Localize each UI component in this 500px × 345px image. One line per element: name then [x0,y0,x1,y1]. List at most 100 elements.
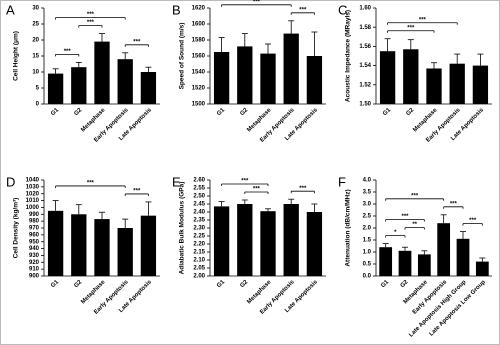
y-tick-label: 1030 [26,184,40,190]
y-tick-label: 1.58 [359,25,371,31]
y-tick-label: 0.5 [363,262,372,268]
y-tick-label: 1520 [192,86,206,92]
y-tick-label: 1000 [26,205,40,211]
bar [260,211,276,276]
bar [213,206,230,276]
y-tick-label: 1620 [192,6,206,12]
bar [472,65,489,104]
y-tick-label: 900 [29,274,40,280]
y-axis-label: Cell Density (kg/m³) [13,198,20,259]
bar [71,214,87,276]
panel-label: E [172,174,181,189]
y-tick-label: 2.25 [193,234,205,240]
y-tick-label: 2.0 [363,226,372,232]
y-tick-label: 30 [32,6,39,12]
y-tick-label: 2.45 [193,202,205,208]
significance-label: *** [450,201,458,207]
y-tick-label: 950 [29,239,40,245]
y-tick-label: 970 [29,226,40,232]
significance-label: ** [412,222,417,228]
bar [437,223,451,276]
y-axis-label: Cell Height (μm) [13,31,20,81]
y-tick-label: 2.60 [193,178,205,184]
y-axis-label: Adiabatic Bulk Modulus (GPa) [179,182,186,275]
significance-label: *** [469,218,477,224]
bar [283,33,299,104]
bar [140,215,157,276]
x-tick-label: G2 [73,107,83,117]
y-tick-label: 930 [29,253,40,259]
x-tick-label: G1 [382,107,392,117]
significance-label: *** [87,12,95,18]
bar [71,67,87,104]
x-tick-label: G1 [216,279,226,289]
y-tick-label: 2.35 [193,218,205,224]
y-tick-label: 2.00 [193,274,205,280]
bar [306,212,323,276]
y-tick-label: 920 [29,260,40,266]
panel-label: D [6,174,15,189]
bar [117,228,133,276]
x-tick-label: G2 [73,279,83,289]
bar [475,261,489,276]
y-tick-label: 1540 [192,70,206,76]
bar [379,51,396,104]
y-tick-label: 1600 [192,22,206,28]
panel-label: A [6,2,15,17]
significance-label: *** [87,20,95,26]
bar [117,59,133,104]
y-tick-label: 1.50 [359,102,371,108]
bar [379,247,393,276]
y-tick-label: 1.60 [359,6,371,12]
y-axis-label: Acoustic Impedance (MRayls) [345,10,352,102]
bar [260,53,276,104]
bar [403,49,419,104]
y-tick-label: 1580 [192,38,206,44]
bar [449,63,465,104]
significance-label: *** [401,214,409,220]
y-tick-label: 1010 [26,198,40,204]
y-tick-label: 2.50 [193,194,205,200]
bar [47,73,64,104]
y-tick-label: 1500 [192,102,206,108]
y-tick-label: 0 [36,102,40,108]
y-tick-label: 15 [32,54,39,60]
significance-label: * [394,230,397,236]
significance-label: *** [133,189,141,195]
y-tick-label: 1.52 [359,82,371,88]
y-tick-label: 20 [32,38,39,44]
y-tick-label: 960 [29,232,40,238]
y-axis-label: Attenuation (dB/cm/MHz) [345,189,352,266]
significance-label: *** [64,49,72,55]
x-tick-label: G1 [216,107,226,117]
significance-label: *** [253,0,261,5]
bar [456,238,470,276]
y-tick-label: 980 [29,219,40,225]
bar [306,56,323,104]
y-tick-label: 1.0 [363,250,372,256]
y-tick-label: 2.15 [193,250,205,256]
bar [283,204,299,276]
x-tick-label: G1 [50,279,60,289]
y-tick-label: 2.5 [363,214,372,220]
y-tick-label: 1040 [26,178,40,184]
bar [140,72,157,104]
x-tick-label: G2 [239,279,249,289]
y-tick-label: 2.40 [193,210,205,216]
significance-label: *** [411,193,419,199]
y-tick-label: 1.5 [363,238,372,244]
significance-label: *** [299,7,307,13]
x-tick-label: G2 [405,107,415,117]
y-tick-label: 2.20 [193,242,205,248]
y-tick-label: 1.56 [359,44,371,50]
panel-label: F [338,174,346,189]
panel-label: C [338,2,347,17]
significance-label: *** [87,181,95,187]
bar [426,68,442,104]
y-tick-label: 5 [36,86,40,92]
bar [417,254,431,276]
y-tick-label: 3.0 [363,202,372,208]
significance-label: *** [419,17,427,23]
y-tick-label: 1560 [192,54,206,60]
